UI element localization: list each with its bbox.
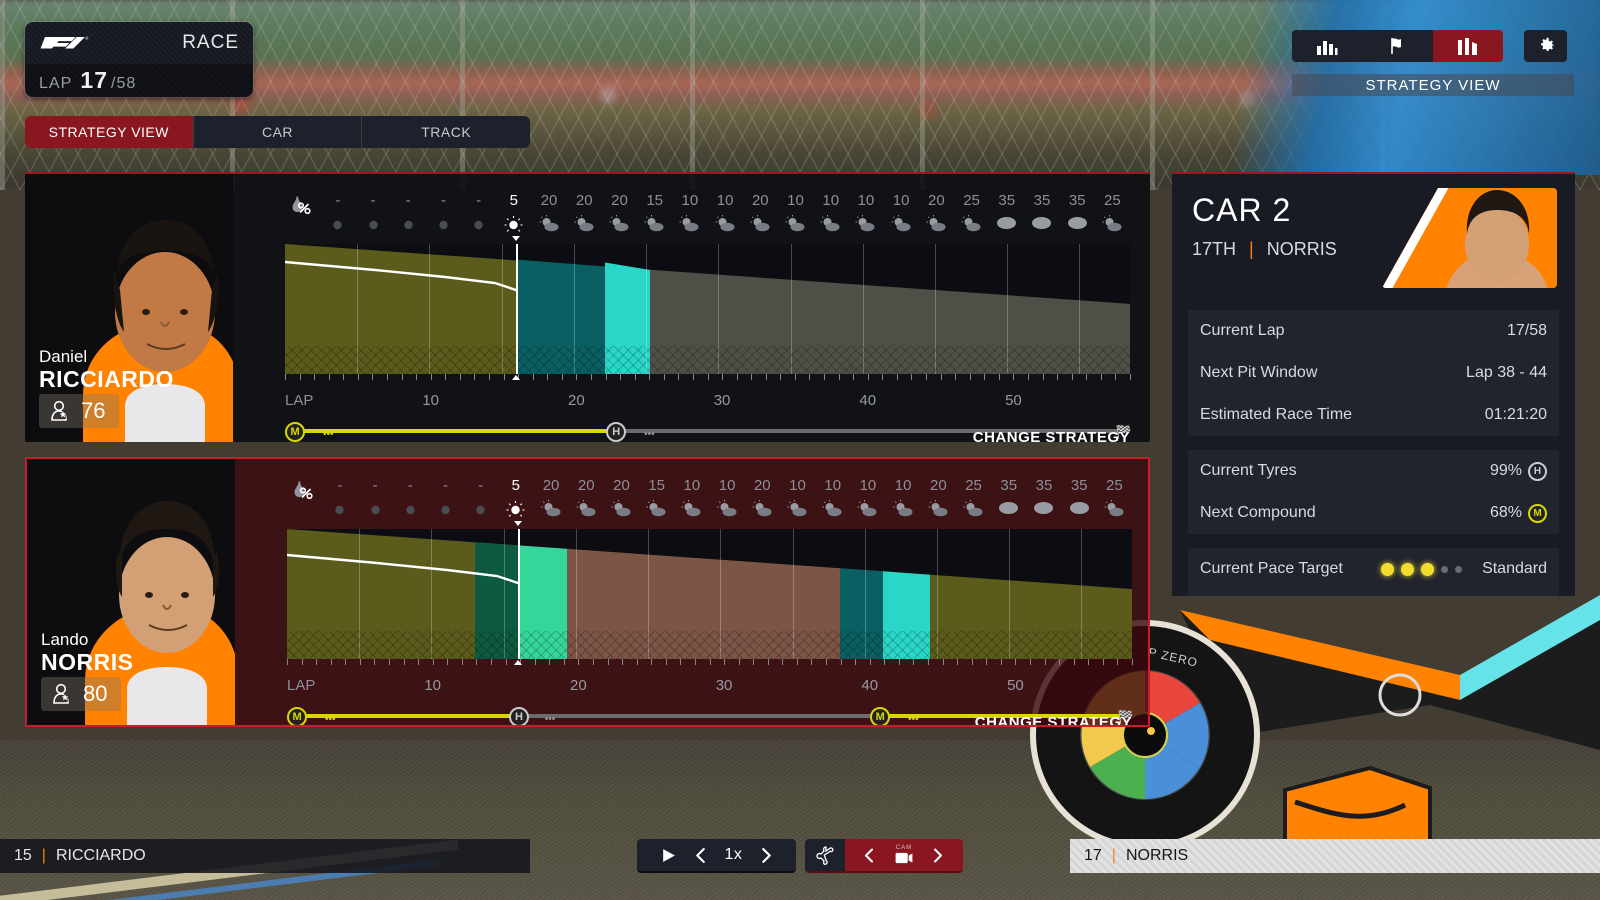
svg-text:®: ® xyxy=(85,36,88,41)
